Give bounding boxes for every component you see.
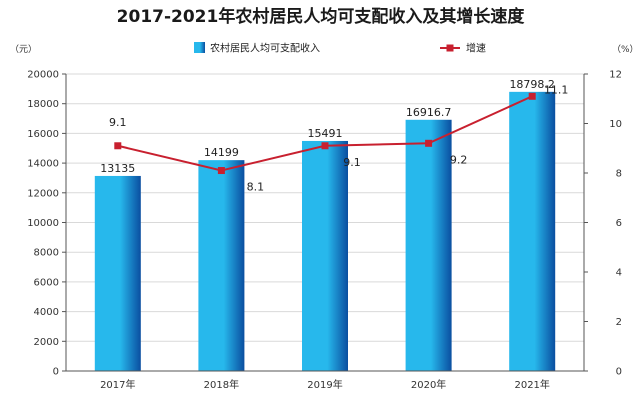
growth-value-label: 11.1 [544,83,569,96]
bar [509,91,556,371]
y-right-tick-label: 10 [609,119,622,130]
y-left-tick-label: 6000 [34,277,59,288]
bar [405,119,452,371]
y-right-tick-label: 8 [616,169,622,180]
y-left-tick-labels: 0 2000 4000 6000 8000 10000 12000 14000 16000 180… [27,70,66,378]
axes [65,74,585,372]
chart-title: 2017-2021年农村居民人均可支配收入及其增长速度 [116,7,525,27]
y-left-tick-label: 2000 [34,337,59,348]
x-tick-label: 2019年 [307,378,342,391]
legend-bar-swatch [194,42,205,53]
growth-value-label: 9.2 [450,153,468,166]
growth-value-label: 8.1 [247,181,265,194]
growth-point [114,142,122,150]
bar-value-label: 15491 [308,127,343,140]
bar-value-label: 16916.7 [406,106,452,119]
growth-point [528,92,536,100]
legend-line-label: 增速 [466,42,486,55]
bar-value-label: 13135 [100,162,135,175]
x-tick-label: 2017年 [100,378,135,391]
growth-point [321,142,329,150]
y-left-tick-label: 18000 [27,99,59,110]
x-tick-label: 2021年 [514,378,549,391]
growth-point [217,167,225,175]
legend-line-marker [446,44,454,52]
bar [94,175,141,371]
legend: 农村居民人均可支配收入 增速 [194,42,486,55]
y-left-tick-label: 16000 [27,129,59,140]
y-right-tick-label: 12 [609,70,622,81]
y-left-tick-label: 14000 [27,159,59,170]
bar-value-label: 18798.2 [509,78,555,91]
growth-value-label: 9.1 [343,156,361,169]
y-right-tick-label: 0 [616,367,622,378]
y-right-unit: （%） [612,44,639,55]
data-labels: 13135 14199 15491 16916.7 18798.2 9.1 8.1 9.1 9.… [100,78,568,194]
y-right-tick-label: 6 [616,218,622,229]
bar [198,160,245,371]
y-left-tick-label: 8000 [34,248,59,259]
x-tick-label: 2020年 [411,378,446,391]
x-tick-labels: 2017年 2018年 2019年 2020年 2021年 [100,378,550,391]
y-left-tick-label: 12000 [27,188,59,199]
bar-value-label: 14199 [204,146,239,159]
y-left-tick-label: 20000 [27,70,59,81]
bars [94,91,556,371]
y-left-tick-label: 0 [53,367,59,378]
y-right-tick-label: 4 [616,268,622,279]
y-left-tick-label: 4000 [34,307,59,318]
y-left-unit: （元） [10,44,37,55]
y-left-tick-label: 10000 [27,218,59,229]
growth-value-label: 9.1 [109,116,127,129]
growth-line [114,92,536,175]
bar [302,140,348,371]
x-tick-label: 2018年 [204,378,239,391]
growth-point [425,139,433,147]
y-right-tick-labels: 0 2 4 6 8 10 12 [584,70,622,378]
legend-bar-label: 农村居民人均可支配收入 [210,42,320,55]
y-right-tick-label: 2 [616,317,622,328]
